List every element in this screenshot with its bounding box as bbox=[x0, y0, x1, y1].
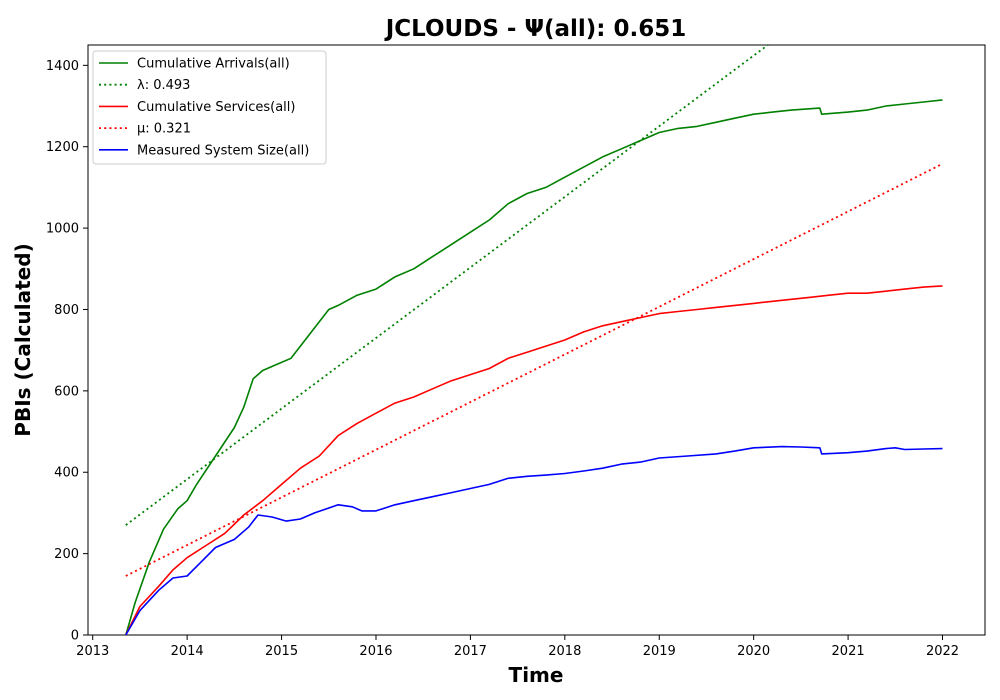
legend: Cumulative Arrivals(all) λ: 0.493 Cumulati… bbox=[92, 50, 327, 165]
x-tick-label: 2013 bbox=[76, 644, 109, 659]
series-line-3 bbox=[125, 162, 943, 577]
y-tick-label: 800 bbox=[54, 303, 79, 318]
y-axis-title: PBIs (Calculated) bbox=[11, 243, 35, 436]
legend-label: Measured System Size(all) bbox=[137, 143, 309, 158]
y-tick-label: 200 bbox=[54, 547, 79, 562]
series-line-4 bbox=[125, 445, 943, 635]
x-axis-title: Time bbox=[509, 663, 564, 687]
x-tick-label: 2017 bbox=[454, 644, 487, 659]
x-tick-label: 2015 bbox=[265, 644, 298, 659]
x-tick-label: 2014 bbox=[171, 644, 204, 659]
legend-label: μ: 0.321 bbox=[137, 122, 191, 137]
series-line-0 bbox=[125, 99, 943, 635]
series-line-2 bbox=[125, 285, 943, 635]
series-line-1 bbox=[125, 45, 769, 526]
legend-label: λ: 0.493 bbox=[137, 78, 190, 93]
y-tick-label: 1000 bbox=[46, 222, 79, 237]
y-tick-label: 1400 bbox=[46, 59, 79, 74]
y-axis: 0 200 400 600 800 1000 1200 1400 bbox=[46, 59, 88, 644]
legend-box bbox=[92, 50, 327, 165]
x-tick-label: 2019 bbox=[643, 644, 676, 659]
chart-title: JCLOUDS - Ψ(all): 0.651 bbox=[384, 16, 687, 42]
x-tick-label: 2022 bbox=[926, 644, 959, 659]
x-tick-label: 2020 bbox=[737, 644, 770, 659]
series-layer bbox=[125, 45, 943, 635]
x-axis: 2013 2014 2015 2016 2017 2018 2019 2020 2021 2022 bbox=[76, 635, 959, 659]
x-tick-label: 2021 bbox=[832, 644, 865, 659]
y-tick-label: 1200 bbox=[46, 140, 79, 155]
x-tick-label: 2016 bbox=[359, 644, 392, 659]
x-tick-label: 2018 bbox=[548, 644, 581, 659]
legend-label: Cumulative Services(all) bbox=[137, 100, 295, 115]
y-tick-label: 400 bbox=[54, 466, 79, 481]
y-tick-label: 0 bbox=[71, 629, 79, 644]
legend-label: Cumulative Arrivals(all) bbox=[137, 57, 290, 72]
y-tick-label: 600 bbox=[54, 384, 79, 399]
